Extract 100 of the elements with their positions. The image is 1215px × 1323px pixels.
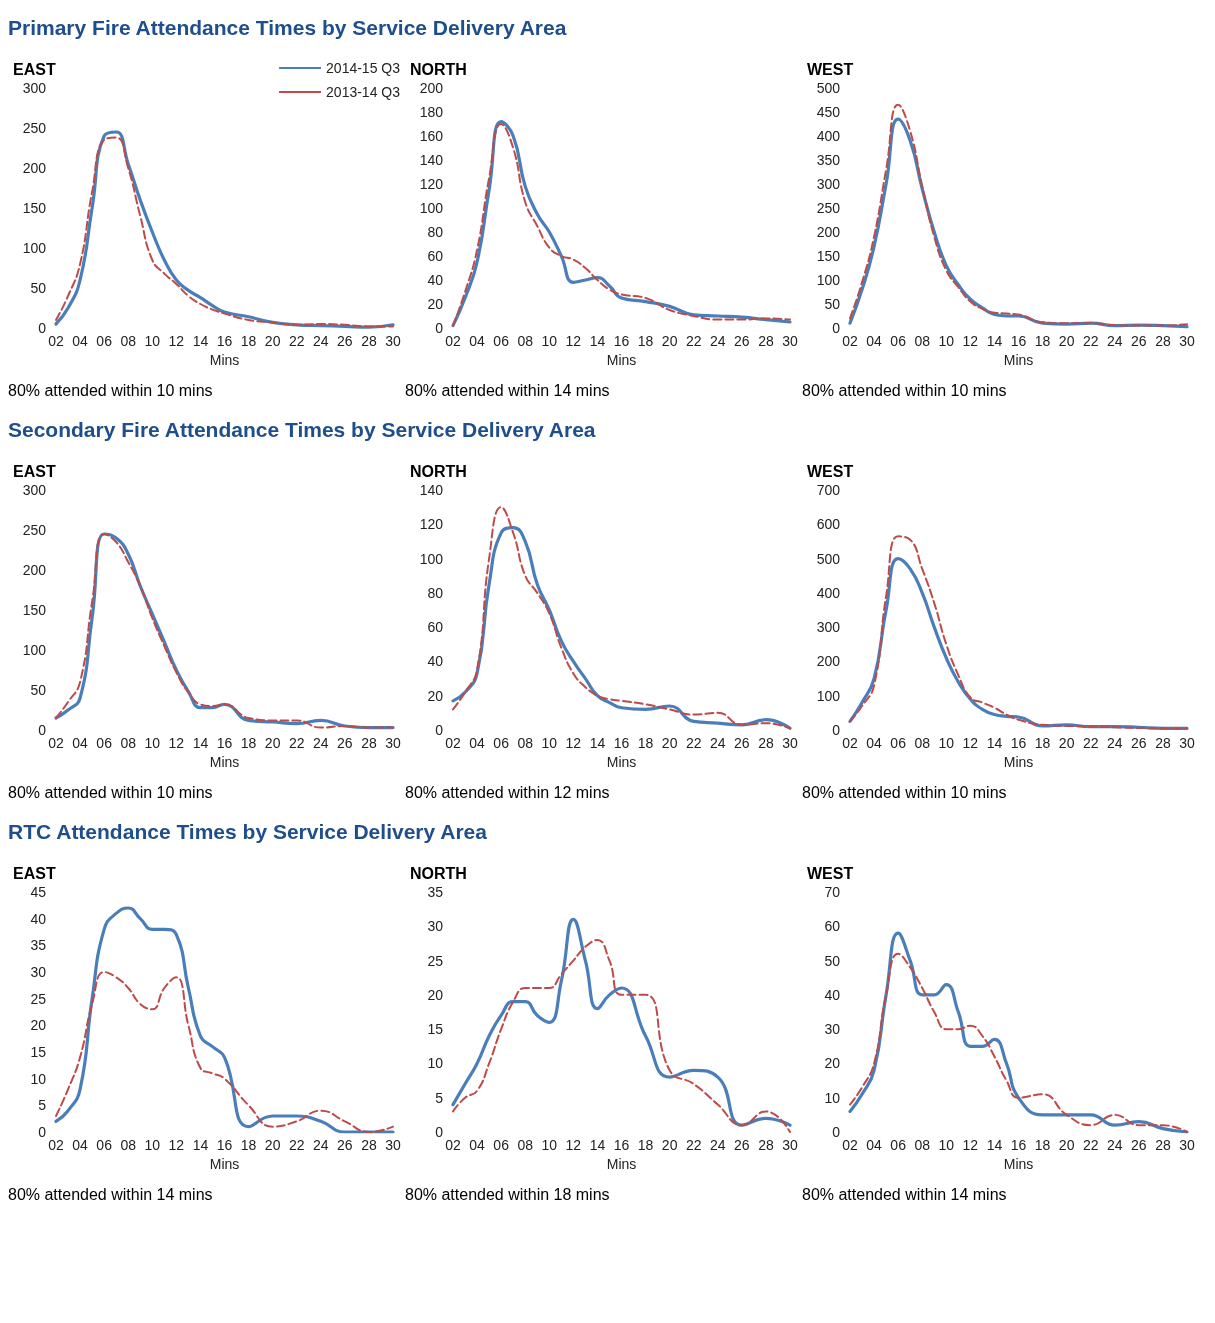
chart-subtitle: EAST [13,462,56,480]
x-tick-label: 26 [1131,333,1147,349]
y-tick-label: 250 [816,200,841,216]
x-tick-label: 06 [96,1137,113,1153]
x-tick-label: 04 [866,333,883,349]
y-tick-label: 250 [22,522,47,538]
y-tick-label: 0 [435,320,444,336]
x-tick-label: 22 [1082,333,1099,349]
x-tick-label: 04 [469,333,486,349]
text: 80% attended within 10 mins [802,382,1008,401]
y-tick-label: 30 [427,918,444,935]
y-tick-label: 10 [30,1070,47,1087]
y-tick-label: 200 [22,562,47,578]
y-tick-label: 100 [419,200,444,216]
x-tick-label: 06 [96,333,113,349]
y-tick-label: 80 [427,584,444,601]
y-tick-label: 300 [816,176,841,192]
y-tick-label: 300 [22,482,47,498]
x-axis-title: Mins [606,351,637,368]
y-tick-label: 0 [435,722,444,738]
chart-subtitle: WEST [807,60,854,78]
y-tick-label: 35 [30,937,47,954]
x-axis-title: Mins [1003,351,1034,368]
x-tick-label: 16 [613,735,630,751]
chart-subtitle: WEST [807,462,854,480]
x-tick-label: 06 [890,1137,907,1153]
x-tick-label: 26 [734,333,750,349]
x-tick-label: 20 [661,1137,678,1153]
x-tick-label: 20 [1058,333,1075,349]
text: 80% attended within 10 mins [8,382,214,401]
x-tick-label: 16 [216,333,233,349]
chart-subtitle: NORTH [410,462,467,480]
x-tick-label: 30 [782,735,798,751]
x-tick-label: 12 [168,735,185,751]
chart-subtitle: NORTH [410,60,467,78]
x-tick-label: 02 [445,1137,461,1153]
x-axis-title: Mins [606,753,637,770]
x-tick-label: 28 [1155,333,1171,349]
text: 80% attended within 10 mins [802,784,1008,803]
x-tick-label: 26 [734,1137,750,1153]
y-tick-label: 25 [30,990,47,1007]
x-tick-label: 20 [661,735,678,751]
y-tick-label: 0 [832,1124,841,1140]
chart-subtitle: NORTH [410,864,467,882]
y-tick-label: 0 [38,1124,47,1140]
x-tick-label: 14 [192,333,209,349]
x-tick-label: 18 [637,735,654,751]
x-tick-label: 16 [613,333,630,349]
x-tick-label: 30 [385,333,401,349]
y-tick-label: 50 [30,280,47,296]
x-tick-label: 08 [517,1137,534,1153]
y-tick-label: 20 [427,687,444,704]
chart-title: RTC Attendance Times by Service Delivery Area [8,820,487,844]
y-tick-label: 150 [22,602,47,618]
x-tick-label: 06 [890,735,907,751]
chart-subtitle: EAST [13,60,56,78]
y-tick-label: 25 [427,952,444,969]
y-tick-label: 0 [38,320,47,336]
text: 80% attended within 18 mins [405,1186,611,1205]
x-tick-label: 08 [120,735,137,751]
x-tick-label: 04 [72,735,89,751]
x-tick-label: 14 [986,1137,1003,1153]
x-tick-label: 16 [216,1137,233,1153]
x-tick-label: 16 [216,735,233,751]
y-tick-label: 250 [22,120,47,136]
x-tick-label: 20 [661,333,678,349]
x-axis-title: Mins [1003,1155,1034,1172]
x-tick-label: 04 [866,1137,883,1153]
x-tick-label: 10 [541,735,558,751]
x-tick-label: 24 [313,735,329,751]
x-tick-label: 28 [361,333,377,349]
x-tick-label: 14 [192,735,209,751]
y-tick-label: 180 [419,104,444,120]
y-tick-label: 150 [816,248,841,264]
x-tick-label: 16 [1010,735,1027,751]
x-tick-label: 16 [1010,333,1027,349]
x-tick-label: 14 [589,1137,606,1153]
y-tick-label: 50 [824,296,841,312]
y-tick-label: 300 [22,80,47,96]
x-tick-label: 18 [240,333,257,349]
x-tick-label: 24 [710,735,726,751]
x-tick-label: 24 [1107,1137,1123,1153]
y-tick-label: 20 [824,1055,841,1072]
x-tick-label: 08 [517,735,534,751]
y-tick-label: 0 [832,722,841,738]
chart-title: Secondary Fire Attendance Times by Service Delivery Area [8,418,596,442]
x-tick-label: 02 [48,735,64,751]
y-tick-label: 200 [419,80,444,96]
x-tick-label: 02 [842,735,858,751]
y-tick-label: 0 [832,320,841,336]
y-tick-label: 40 [824,986,841,1003]
y-tick-label: 40 [427,653,444,670]
text: 80% attended within 14 mins [405,382,611,401]
y-tick-label: 45 [30,884,47,900]
y-tick-label: 60 [427,248,444,264]
y-tick-label: 0 [38,722,47,738]
x-tick-label: 24 [710,333,726,349]
x-tick-label: 06 [493,333,510,349]
y-tick-label: 150 [22,200,47,216]
x-tick-label: 06 [890,333,907,349]
